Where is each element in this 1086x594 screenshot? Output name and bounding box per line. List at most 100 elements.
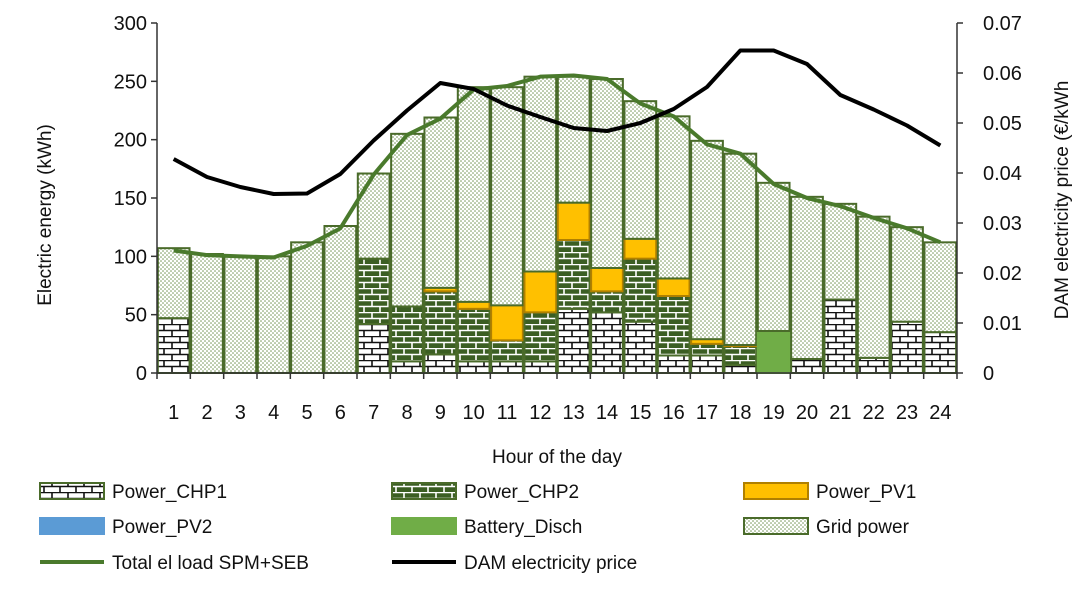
bar-power-chp1: [658, 356, 690, 374]
x-tick-label: 23: [896, 402, 918, 424]
x-tick-label: 7: [368, 402, 379, 424]
y2-tick-label: 0.04: [983, 163, 1022, 185]
x-tick-label: 15: [629, 402, 651, 424]
x-tick-label: 24: [929, 402, 951, 424]
bar-power-chp1: [158, 318, 190, 373]
legend-label: Power_PV1: [816, 482, 916, 503]
bar-grid-power: [291, 242, 323, 373]
bar-grid-power: [158, 248, 190, 318]
bar-power-chp2: [691, 344, 723, 356]
x-tick-label: 5: [301, 402, 312, 424]
bar-power-chp2: [458, 309, 490, 362]
bar-power-pv1: [658, 279, 690, 297]
bar-power-chp1: [724, 365, 756, 373]
legend-item-total-el-load-spm-seb: Total el load SPM+SEB: [40, 553, 309, 574]
bar-grid-power: [658, 116, 690, 278]
bar-power-chp1: [358, 324, 390, 373]
bar-power-chp1: [558, 309, 590, 373]
y2-tick-label: 0.07: [983, 13, 1022, 35]
bar-power-chp2: [491, 340, 523, 361]
bar-grid-power: [924, 242, 956, 332]
x-tick-label: 22: [863, 402, 885, 424]
bar-power-chp2: [658, 296, 690, 356]
x-tick-label: 21: [829, 402, 851, 424]
x-tick-label: 9: [435, 402, 446, 424]
legend-item-power-chp1: Power_CHP1: [40, 482, 227, 503]
legend-item-power-chp2: Power_CHP2: [392, 482, 579, 503]
y-tick-label: 100: [114, 246, 147, 268]
x-tick-label: 13: [563, 402, 585, 424]
bar-grid-power: [224, 256, 256, 373]
bar-power-pv1: [491, 305, 523, 340]
legend-swatch: [744, 518, 808, 534]
legend-item-power-pv1: Power_PV1: [744, 482, 916, 503]
y-tick-label: 250: [114, 71, 147, 93]
bar-power-chp2: [724, 346, 756, 365]
legend-item-power-pv2: Power_PV2: [40, 517, 212, 538]
bar-power-chp1: [791, 359, 823, 373]
bar-grid-power: [558, 77, 590, 203]
y2-tick-label: 0: [983, 363, 994, 385]
bar-power-pv1: [558, 203, 590, 240]
x-tick-label: 4: [268, 402, 279, 424]
legend: Power_CHP1 Power_CHP2 Power_PV1 Power_PV2 Ba…: [40, 482, 916, 574]
y-tick-label: 200: [114, 130, 147, 152]
bar-power-chp1: [491, 361, 523, 373]
y2-tick-label: 0.03: [983, 213, 1022, 235]
y-tick-label: 300: [114, 13, 147, 35]
legend-label: DAM electricity price: [464, 553, 637, 574]
bar-power-chp1: [924, 332, 956, 373]
bar-grid-power: [891, 227, 923, 322]
x-tick-label: 19: [763, 402, 785, 424]
bar-power-chp1: [524, 361, 556, 373]
bar-power-chp1: [691, 356, 723, 374]
legend-swatch: [392, 483, 456, 499]
bar-power-chp1: [391, 361, 423, 373]
x-tick-label: 16: [663, 402, 685, 424]
y2-tick-label: 0.06: [983, 63, 1022, 85]
legend-item-dam-electricity-price: DAM electricity price: [392, 553, 637, 574]
legend-swatch: [40, 483, 104, 499]
bar-grid-power: [724, 154, 756, 345]
bar-grid-power: [358, 174, 390, 259]
y2-tick-label: 0.01: [983, 313, 1022, 335]
legend-label: Power_CHP2: [464, 482, 579, 503]
x-tick-label: 2: [201, 402, 212, 424]
bar-power-chp1: [891, 322, 923, 373]
bar-power-chp2: [624, 259, 656, 322]
bar-power-chp1: [824, 300, 856, 374]
bar-grid-power: [258, 256, 290, 373]
legend-label: Power_PV2: [112, 517, 212, 538]
x-tick-label: 14: [596, 402, 618, 424]
legend-item-battery-disch: Battery_Disch: [392, 517, 582, 538]
bar-power-chp2: [358, 259, 390, 324]
bar-grid-power: [824, 204, 856, 300]
bar-grid-power: [791, 197, 823, 359]
x-tick-label: 11: [497, 402, 518, 424]
bar-grid-power: [191, 254, 223, 373]
bar-grid-power: [691, 141, 723, 339]
y2-tick-label: 0.02: [983, 263, 1022, 285]
x-tick-label: 10: [463, 402, 485, 424]
bar-battery-disch: [758, 331, 790, 373]
legend-item-grid-power: Grid power: [744, 517, 910, 538]
bar-power-chp2: [524, 312, 556, 361]
legend-label: Grid power: [816, 517, 910, 538]
y-tick-label: 0: [136, 363, 147, 385]
bar-grid-power: [324, 226, 356, 373]
bar-power-pv1: [591, 268, 623, 291]
x-tick-label: 8: [401, 402, 412, 424]
bar-grid-power: [424, 118, 456, 288]
x-tick-label: 1: [168, 402, 179, 424]
bar-power-chp1: [858, 358, 890, 373]
x-tick-label: 6: [335, 402, 346, 424]
legend-swatch: [40, 518, 104, 534]
y2-tick-label: 0.05: [983, 113, 1022, 135]
bar-power-chp1: [424, 354, 456, 373]
bar-grid-power: [591, 79, 623, 268]
legend-label: Power_CHP1: [112, 482, 227, 503]
bar-power-chp2: [591, 291, 623, 312]
bar-power-chp1: [591, 312, 623, 373]
